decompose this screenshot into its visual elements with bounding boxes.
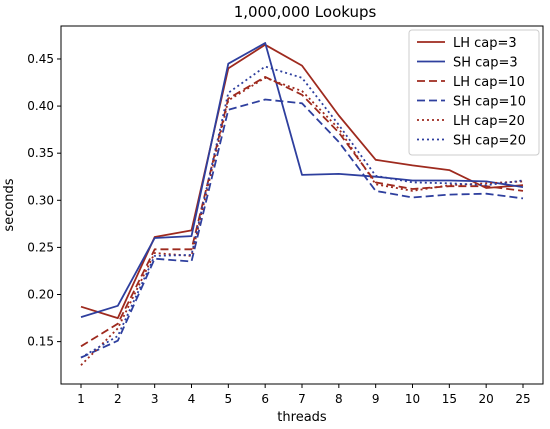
x-tick-label: 4 [188, 392, 196, 406]
y-tick-label: 0.20 [27, 288, 54, 302]
x-tick-label: 9 [372, 392, 380, 406]
x-tick-label: 20 [479, 392, 494, 406]
legend-label: LH cap=3 [453, 36, 517, 51]
x-tick-label: 2 [114, 392, 122, 406]
x-tick-label: 10 [405, 392, 420, 406]
x-tick-label: 15 [442, 392, 457, 406]
y-tick-label: 0.35 [27, 146, 54, 160]
series-line-lh-cap-20 [80, 76, 524, 366]
x-tick-label: 6 [261, 392, 269, 406]
series-line-lh-cap-10 [80, 76, 524, 348]
legend: LH cap=3 SH cap=3 LH cap=10 SH cap=10 LH cap… [408, 29, 540, 156]
x-tick-label: 3 [151, 392, 159, 406]
y-tick-label: 0.15 [27, 335, 54, 349]
series-line-sh-cap-20 [80, 65, 524, 359]
chart-title: 1,000,000 Lookups [234, 3, 377, 21]
y-tick-label: 0.40 [27, 99, 54, 113]
y-tick-label: 0.25 [27, 240, 54, 254]
y-tick-label: 0.45 [27, 52, 54, 66]
x-tick-label: 8 [335, 392, 343, 406]
series-line-sh-cap-3 [80, 42, 524, 318]
legend-label: SH cap=3 [453, 56, 518, 71]
legend-label: SH cap=20 [453, 134, 526, 149]
x-tick-label: 7 [298, 392, 306, 406]
series-line-sh-cap-10 [80, 98, 524, 359]
x-tick-label: 25 [515, 392, 530, 406]
x-tick-label: 5 [225, 392, 233, 406]
y-tick-label: 0.30 [27, 193, 54, 207]
legend-label: LH cap=20 [453, 114, 525, 129]
y-axis-title: seconds [2, 178, 17, 231]
series-line-lh-cap-3 [80, 43, 524, 320]
legend-label: SH cap=10 [453, 95, 526, 110]
legend-label: LH cap=10 [453, 75, 525, 90]
x-axis-title: threads [277, 410, 327, 425]
x-tick-label: 1 [77, 392, 85, 406]
